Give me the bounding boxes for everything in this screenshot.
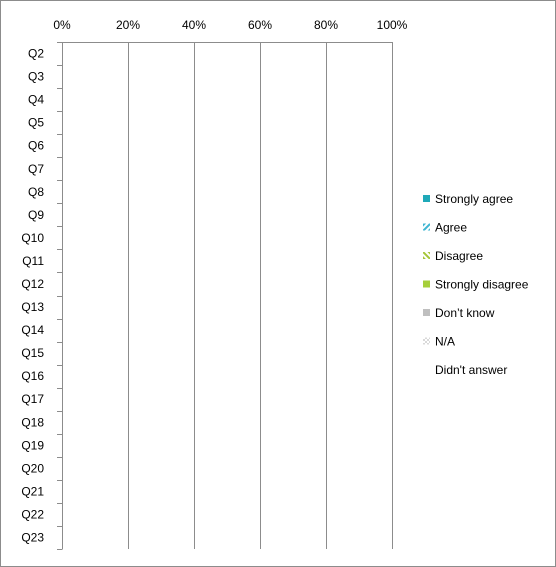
legend-label: Strongly disagree <box>435 278 529 292</box>
category-label: Q18 <box>21 415 44 429</box>
category-label: Q6 <box>28 139 44 153</box>
category-label: Q7 <box>28 162 44 176</box>
legend-swatch <box>423 195 430 202</box>
axes <box>57 42 393 550</box>
category-label: Q21 <box>21 484 44 498</box>
legend-label: Disagree <box>435 249 483 263</box>
legend-label: Strongly agree <box>435 192 513 206</box>
category-label: Q22 <box>21 507 44 521</box>
x-tick-labels: 0% 20% 40% 60% 80% 100% <box>53 18 407 32</box>
x-tick-label: 40% <box>182 18 206 32</box>
legend-label: Agree <box>435 221 467 235</box>
category-labels: Q2 Q3 Q4 Q5 Q6 Q7 Q8 Q9 Q10 Q11 Q12 Q13 Q14 Q15 Q16 Q17… <box>21 47 44 545</box>
category-label: Q19 <box>21 438 44 452</box>
category-label: Q10 <box>21 231 44 245</box>
category-label: Q4 <box>28 93 44 107</box>
legend-label: N/A <box>435 335 455 349</box>
category-label: Q8 <box>28 185 44 199</box>
category-label: Q11 <box>22 254 44 268</box>
category-label: Q14 <box>21 323 44 337</box>
x-tick-label: 0% <box>53 18 71 32</box>
legend-swatch <box>423 309 430 316</box>
legend-swatch <box>423 280 430 288</box>
x-tick-label: 20% <box>116 18 140 32</box>
x-tick-label: 80% <box>314 18 338 32</box>
x-tick-label: 100% <box>377 18 408 32</box>
category-label: Q23 <box>21 530 44 544</box>
legend-swatch <box>423 223 430 231</box>
legend-swatch <box>423 252 430 259</box>
category-label: Q12 <box>21 277 44 291</box>
legend-swatch <box>423 337 430 345</box>
x-tick-label: 60% <box>248 18 272 32</box>
category-label: Q2 <box>28 47 44 61</box>
category-label: Q13 <box>21 300 44 314</box>
category-label: Q20 <box>21 461 44 475</box>
gridlines <box>128 42 393 549</box>
category-label: Q3 <box>28 70 44 84</box>
legend-label: Didn't answer <box>435 363 507 377</box>
category-label: Q16 <box>21 369 44 383</box>
category-label: Q15 <box>21 346 44 360</box>
category-label: Q9 <box>28 208 44 222</box>
legend: Strongly agree Agree Disagree Strongly disa… <box>423 192 529 377</box>
legend-label: Don’t know <box>435 306 495 320</box>
category-label: Q17 <box>21 392 44 406</box>
category-label: Q5 <box>28 116 44 130</box>
